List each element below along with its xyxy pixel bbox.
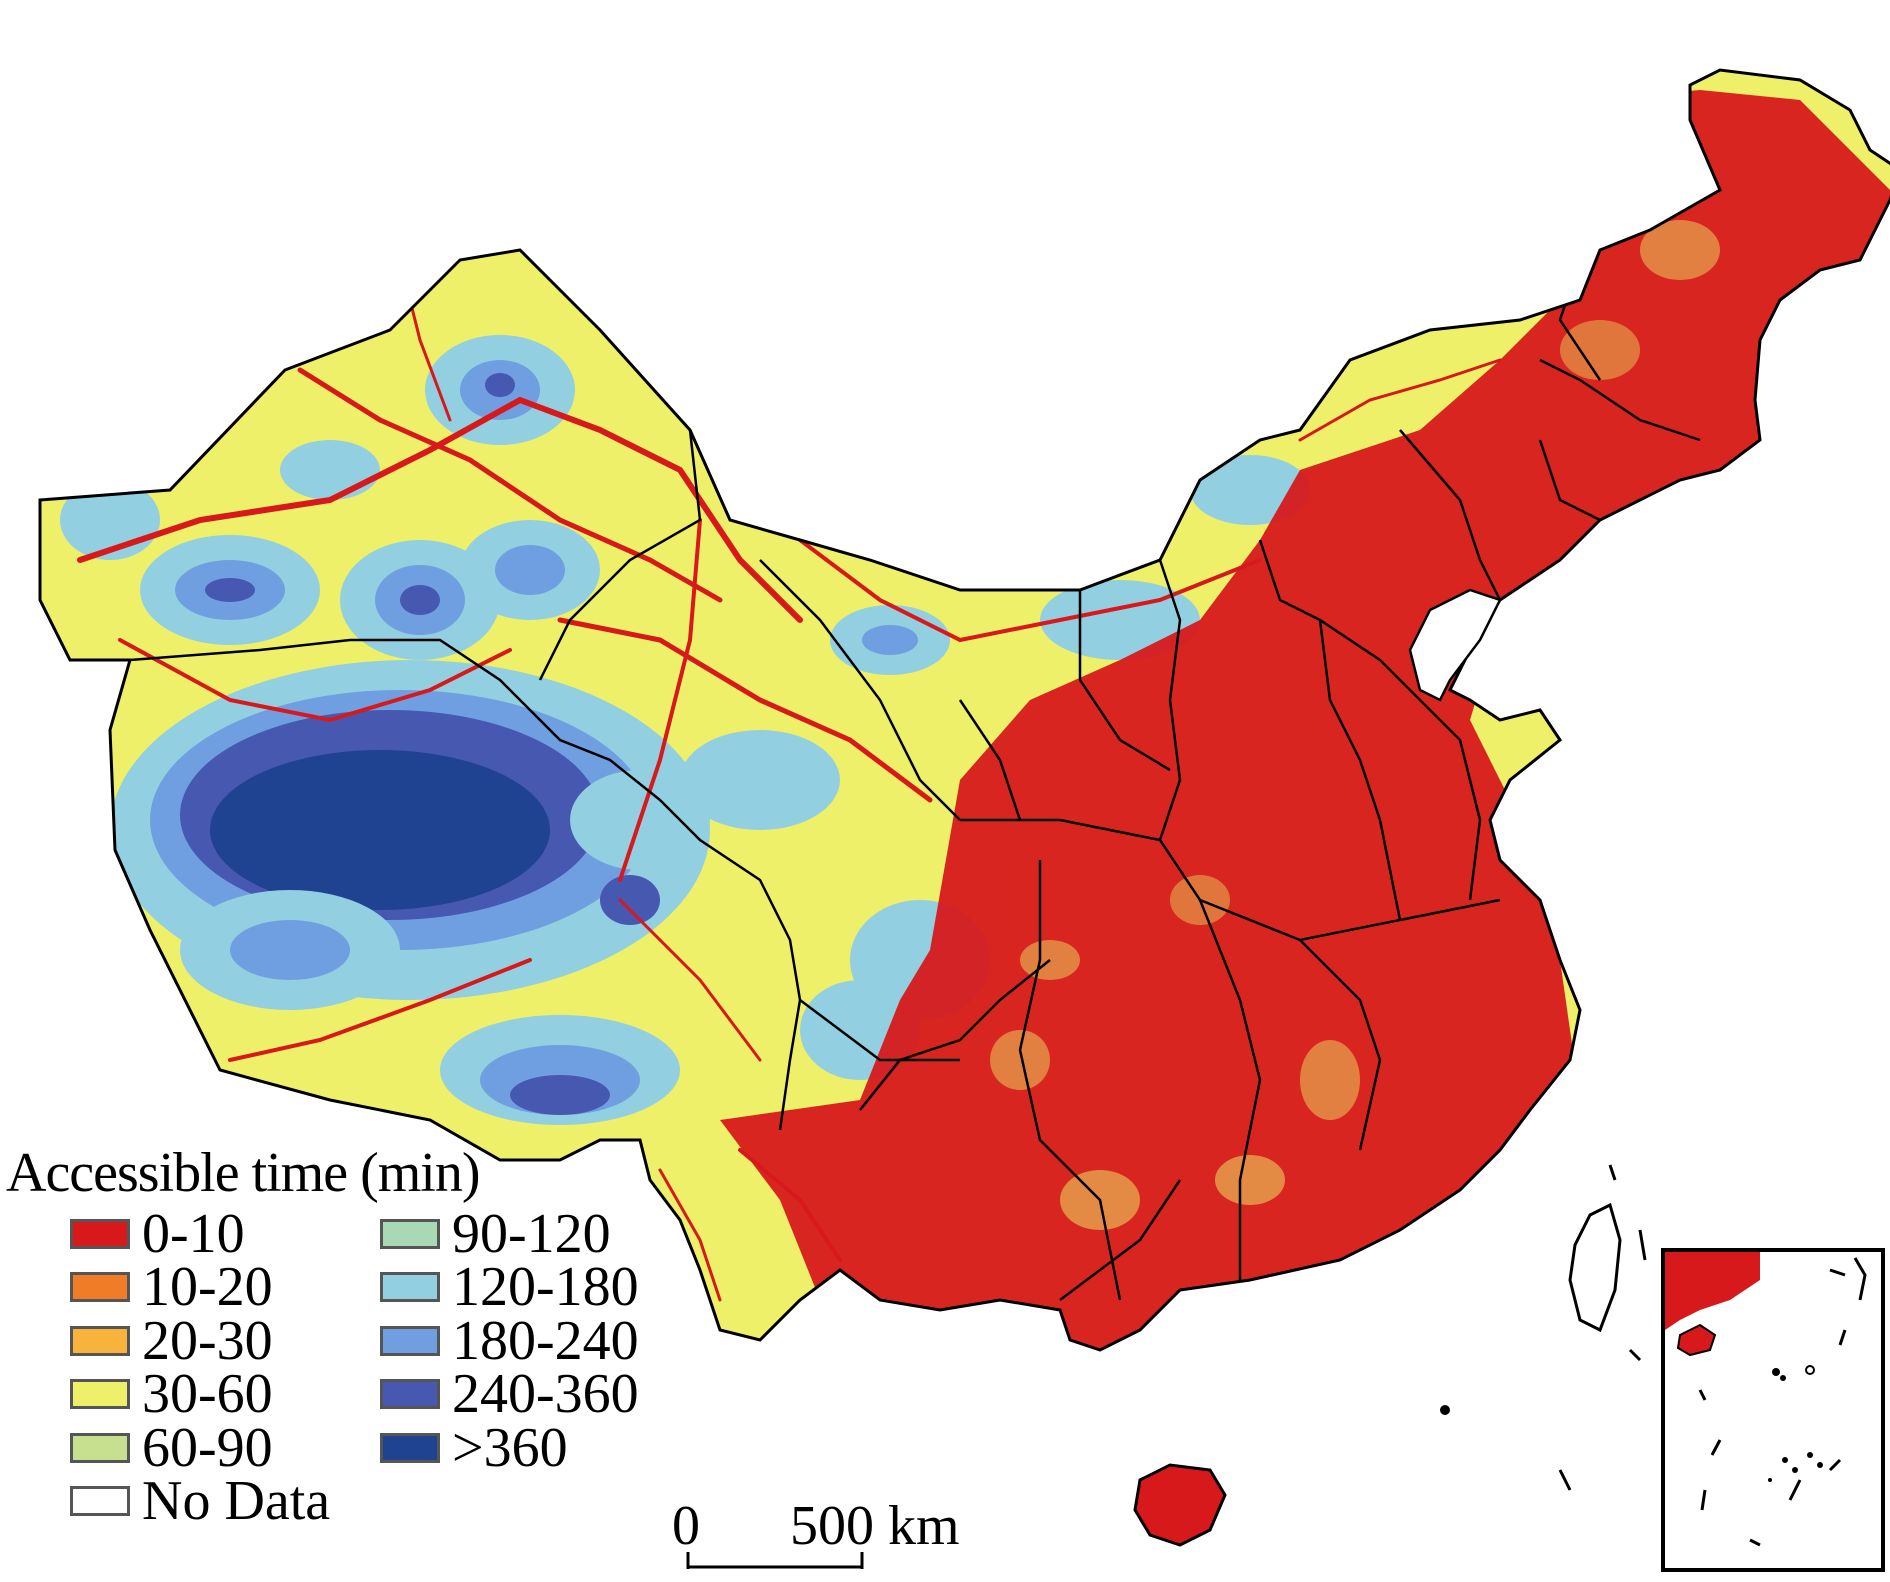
legend-label: >360: [452, 1416, 568, 1479]
remote-zones: [60, 165, 1520, 1125]
legend-item: 120-180: [380, 1256, 639, 1319]
road-network: [77, 258, 1502, 1302]
legend-swatch: [70, 1272, 130, 1303]
legend-item: 10-20: [70, 1256, 330, 1319]
minor-islands: [1558, 1164, 1647, 1491]
legend-swatch: [380, 1379, 440, 1410]
legend-swatch: [380, 1218, 440, 1249]
legend-label: 10-20: [142, 1256, 273, 1319]
legend-item: 90-120: [380, 1202, 639, 1265]
legend-swatch: [380, 1272, 440, 1303]
legend-label: 20-30: [142, 1309, 273, 1372]
legend-label: 0-10: [142, 1202, 245, 1265]
legend-label: 30-60: [142, 1363, 273, 1426]
legend-swatch: [70, 1379, 130, 1410]
legend-item: 20-30: [70, 1309, 330, 1372]
south-china-sea-inset: [1661, 1248, 1885, 1572]
legend-label: 180-240: [452, 1309, 639, 1372]
mainland-surface: [38, 68, 1890, 1352]
hainan-island: [1133, 1463, 1227, 1547]
legend-swatch: [380, 1432, 440, 1463]
legend-title: Accessible time (min): [6, 1142, 481, 1204]
urban-network: [720, 90, 1890, 1350]
scale-end-label: 500 km: [790, 1495, 960, 1557]
legend-item: No Data: [70, 1470, 331, 1533]
province-boundaries: [129, 198, 1701, 1301]
scale-start-label: 0: [672, 1495, 700, 1557]
legend-swatch: [380, 1325, 440, 1356]
legend-swatch: [70, 1486, 130, 1517]
legend-item: 60-90: [70, 1416, 330, 1479]
legend-swatch: [70, 1325, 130, 1356]
legend-label: 120-180: [452, 1256, 639, 1319]
legend-label: 240-360: [452, 1363, 639, 1426]
island-dot: [1440, 1405, 1450, 1415]
taiwan-island: [1568, 1202, 1622, 1333]
legend-item: 180-240: [380, 1309, 639, 1372]
legend-item: 240-360: [380, 1363, 639, 1426]
legend-swatch: [70, 1218, 130, 1249]
scale-bar: [686, 1552, 864, 1569]
legend-swatch: [70, 1432, 130, 1463]
legend-label: 90-120: [452, 1202, 611, 1265]
legend-item: >360: [380, 1416, 639, 1479]
bohai-sea: [1408, 588, 1502, 702]
legend-label: 60-90: [142, 1416, 273, 1479]
legend-item: 30-60: [70, 1363, 330, 1426]
legend-column-2: 90-120 120-180 180-240 240-360 >360: [380, 1202, 639, 1479]
legend-label: No Data: [142, 1470, 331, 1533]
legend-column-1: 0-10 10-20 20-30 30-60 60-90 No Data: [70, 1202, 331, 1533]
legend-item: 0-10: [70, 1202, 330, 1265]
